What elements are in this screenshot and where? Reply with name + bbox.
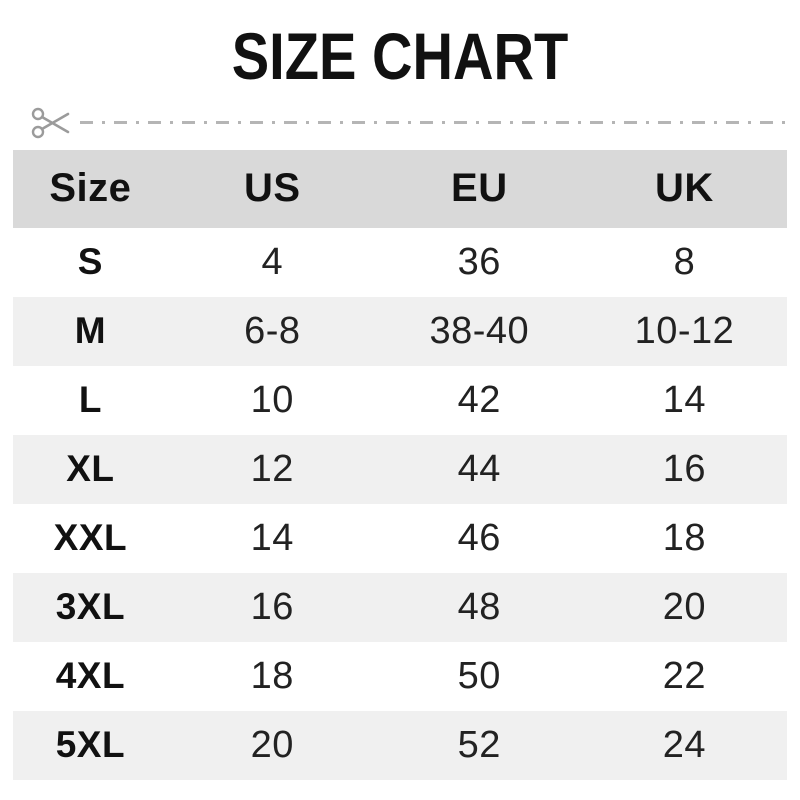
- table-row-s: S 4 36 8: [13, 227, 787, 297]
- table-row-5xl: 5XL 20 52 24: [13, 710, 787, 780]
- table-row-3xl: 3XL 16 48 20: [13, 572, 787, 642]
- uk-value: 16: [662, 447, 707, 490]
- table-row-xxl: XXL 14 46 18: [13, 503, 787, 573]
- eu-value: 50: [457, 654, 501, 697]
- dashed-cut-line: [80, 121, 790, 125]
- uk-value: 14: [662, 378, 707, 421]
- us-value: 16: [250, 585, 294, 628]
- scissors-icon: [31, 107, 70, 139]
- size-label: M: [74, 310, 107, 352]
- col-header-size: Size: [49, 166, 132, 211]
- size-table: Size US EU UK S 4 36 8 M 6-8 38-40 10-12…: [13, 149, 787, 780]
- size-label: 3XL: [55, 586, 126, 628]
- uk-value: 24: [662, 723, 707, 766]
- table-row-xl: XL 12 44 16: [13, 434, 787, 504]
- size-label: 4XL: [55, 655, 126, 697]
- table-row-m: M 6-8 38-40 10-12: [13, 296, 787, 366]
- col-header-uk: UK: [655, 166, 714, 211]
- eu-value: 46: [457, 516, 501, 559]
- uk-value: 20: [662, 585, 707, 628]
- eu-value: 42: [457, 378, 501, 421]
- us-value: 12: [250, 447, 294, 490]
- us-value: 4: [261, 240, 284, 283]
- uk-value: 8: [673, 240, 696, 283]
- uk-value: 10-12: [634, 309, 735, 352]
- size-label: S: [77, 241, 103, 283]
- eu-value: 38-40: [429, 309, 530, 352]
- us-value: 14: [250, 516, 294, 559]
- col-header-us: US: [243, 166, 301, 211]
- size-chart-page: SIZE CHART Size US EU UK S 4 36 8 M 6-8 …: [0, 19, 800, 800]
- table-row-l: L 10 42 14: [13, 365, 787, 435]
- uk-value: 22: [662, 654, 707, 697]
- size-label: XXL: [53, 517, 128, 559]
- us-value: 6-8: [244, 309, 301, 352]
- col-header-eu: EU: [451, 166, 508, 211]
- eu-value: 44: [457, 447, 501, 490]
- uk-value: 18: [662, 516, 707, 559]
- table-row-4xl: 4XL 18 50 22: [13, 641, 787, 711]
- eu-value: 52: [457, 723, 501, 766]
- size-label: L: [78, 379, 102, 421]
- us-value: 10: [250, 378, 294, 421]
- us-value: 18: [250, 654, 294, 697]
- size-label: XL: [66, 448, 115, 490]
- eu-value: 36: [457, 240, 501, 283]
- us-value: 20: [250, 723, 294, 766]
- page-title: SIZE CHART: [231, 19, 569, 93]
- table-header-row: Size US EU UK: [13, 149, 787, 228]
- cut-line: [30, 104, 790, 142]
- eu-value: 48: [457, 585, 501, 628]
- size-label: 5XL: [55, 724, 126, 766]
